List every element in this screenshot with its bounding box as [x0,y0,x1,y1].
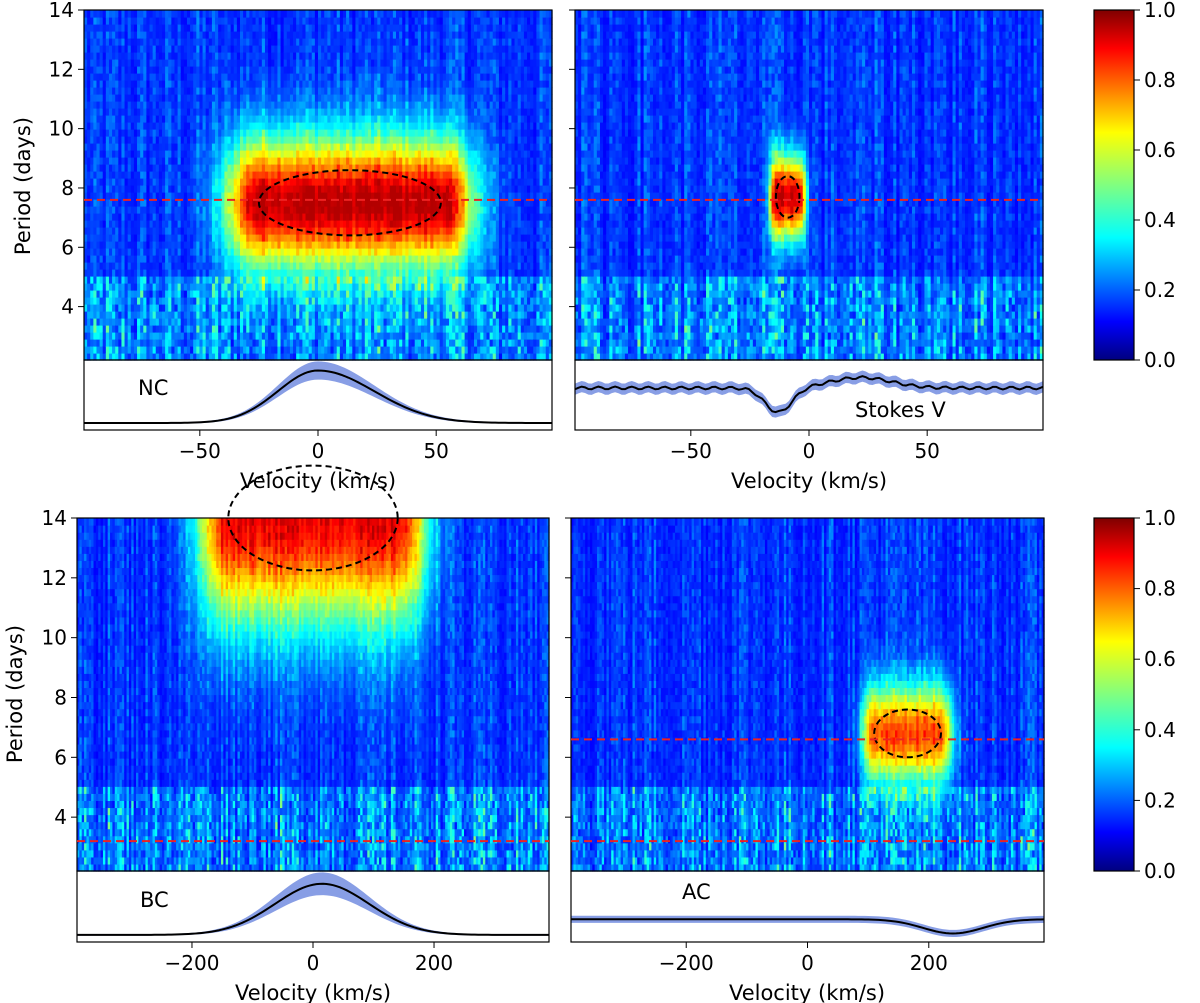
nc-heatmap [84,10,553,361]
